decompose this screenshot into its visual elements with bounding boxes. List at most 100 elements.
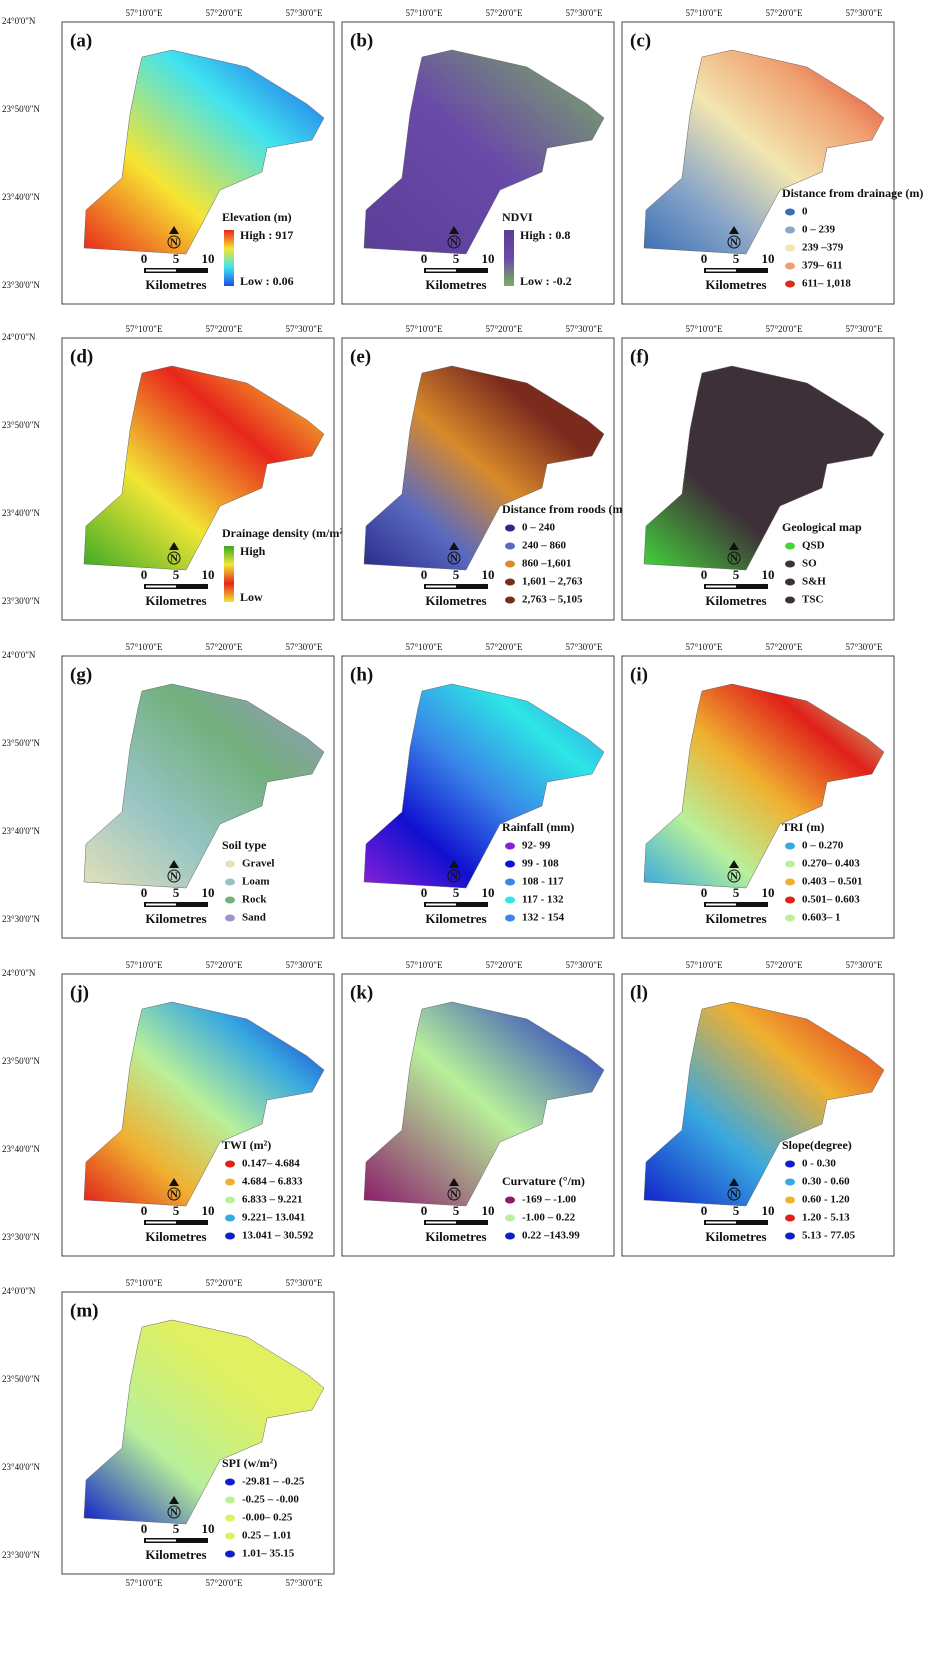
scale-bar — [146, 586, 176, 588]
legend-title: Distance from roods (m) — [502, 502, 627, 516]
color-bar — [224, 546, 234, 602]
scale-tick: 5 — [733, 251, 740, 266]
legend-swatch — [505, 579, 515, 586]
legend-swatch — [785, 597, 795, 604]
north-label: N — [450, 553, 458, 565]
longitude-label: 57°30'0"E — [286, 960, 323, 970]
longitude-label: 57°20'0"E — [486, 642, 523, 652]
scale-tick: 0 — [421, 251, 428, 266]
longitude-label: 57°20'0"E — [486, 8, 523, 18]
legend-item: 0.22 –143.99 — [522, 1230, 580, 1242]
scale-tick: 0 — [421, 567, 428, 582]
scale-tick: 0 — [701, 1203, 708, 1218]
scale-unit: Kilometres — [145, 1547, 206, 1562]
legend-item: 0.270– 0.403 — [802, 858, 860, 870]
legend-swatch — [785, 1197, 795, 1204]
legend-item: Loam — [242, 876, 270, 888]
north-label: N — [730, 237, 738, 249]
legend-swatch — [225, 915, 235, 922]
panel-label: (e) — [350, 346, 371, 367]
legend-title: Slope(degree) — [782, 1138, 852, 1152]
legend-item: 1.01– 35.15 — [242, 1548, 295, 1560]
legend-item: 5.13 - 77.05 — [802, 1230, 856, 1242]
longitude-label: 57°10'0"E — [126, 324, 163, 334]
scale-tick: 5 — [173, 1203, 180, 1218]
latitude-label: 23°40'0"N — [2, 1462, 40, 1472]
latitude-label: 24°0'0"N — [2, 650, 36, 660]
legend-title: Drainage density (m/m²) — [222, 526, 347, 540]
latitude-label: 23°50'0"N — [2, 420, 40, 430]
panel-label: (m) — [70, 1300, 98, 1321]
longitude-label: 57°10'0"E — [126, 1278, 163, 1288]
longitude-label: 57°30'0"E — [286, 1578, 323, 1588]
legend-item: 9.221– 13.041 — [242, 1212, 305, 1224]
legend-swatch — [505, 843, 515, 850]
longitude-label: 57°20'0"E — [206, 960, 243, 970]
panel-label: (l) — [630, 982, 648, 1003]
legend-item: 0 - 0.30 — [802, 1158, 836, 1170]
legend-swatch — [785, 1161, 795, 1168]
longitude-label: 57°10'0"E — [406, 324, 443, 334]
longitude-label: 57°30'0"E — [566, 642, 603, 652]
legend-item: 611– 1,018 — [802, 278, 851, 290]
longitude-label: 57°10'0"E — [686, 324, 723, 334]
legend-item: 1,601 – 2,763 — [522, 576, 583, 588]
north-label: N — [730, 553, 738, 565]
legend-item: S&H — [802, 576, 826, 588]
legend-item: High : 0.8 — [520, 228, 570, 242]
legend-swatch — [785, 561, 795, 568]
legend-title: NDVI — [502, 210, 533, 224]
legend-swatch — [505, 1215, 515, 1222]
latitude-label: 23°30'0"N — [2, 1232, 40, 1242]
latitude-label: 23°50'0"N — [2, 1374, 40, 1384]
legend-title: SPI (w/m²) — [222, 1456, 277, 1470]
north-label: N — [450, 871, 458, 883]
longitude-label: 57°30'0"E — [846, 960, 883, 970]
legend-swatch — [785, 245, 795, 252]
scale-bar — [426, 270, 456, 272]
legend-item: SO — [802, 558, 817, 570]
latitude-label: 23°50'0"N — [2, 104, 40, 114]
scale-tick: 0 — [141, 251, 148, 266]
scale-unit: Kilometres — [425, 1229, 486, 1244]
panel-label: (c) — [630, 30, 651, 51]
scale-bar — [706, 904, 736, 906]
latitude-label: 23°40'0"N — [2, 826, 40, 836]
scale-unit: Kilometres — [145, 1229, 206, 1244]
scale-tick: 10 — [762, 567, 775, 582]
legend-swatch — [225, 879, 235, 886]
latitude-label: 23°30'0"N — [2, 914, 40, 924]
map-panel: (b)N0510KilometresNDVIHigh : 0.8Low : -0… — [342, 22, 614, 304]
legend-title: Curvature (°/m) — [502, 1174, 585, 1188]
north-label: N — [730, 1189, 738, 1201]
longitude-label: 57°30'0"E — [846, 8, 883, 18]
scale-unit: Kilometres — [705, 1229, 766, 1244]
legend-item: -0.00– 0.25 — [242, 1512, 293, 1524]
legend-swatch — [225, 1479, 235, 1486]
legend-swatch — [785, 861, 795, 868]
scale-bar — [146, 270, 176, 272]
legend-swatch — [505, 525, 515, 532]
color-bar — [504, 230, 514, 286]
scale-bar — [706, 1222, 736, 1224]
scale-tick: 5 — [733, 1203, 740, 1218]
legend-item: TSC — [802, 594, 823, 606]
legend-item: 0 — [802, 206, 808, 218]
scale-tick: 5 — [733, 567, 740, 582]
longitude-label: 57°10'0"E — [126, 8, 163, 18]
longitude-label: 57°30'0"E — [286, 642, 323, 652]
latitude-label: 24°0'0"N — [2, 968, 36, 978]
scale-tick: 5 — [173, 251, 180, 266]
legend-swatch — [225, 1197, 235, 1204]
north-label: N — [730, 871, 738, 883]
legend-swatch — [225, 1233, 235, 1240]
longitude-label: 57°20'0"E — [766, 642, 803, 652]
legend-item: Rock — [242, 894, 267, 906]
legend-swatch — [785, 843, 795, 850]
scale-unit: Kilometres — [145, 277, 206, 292]
longitude-label: 57°20'0"E — [766, 960, 803, 970]
panel-label: (a) — [70, 30, 92, 51]
scale-bar — [426, 586, 456, 588]
scale-tick: 10 — [202, 567, 215, 582]
legend-item: Gravel — [242, 858, 274, 870]
